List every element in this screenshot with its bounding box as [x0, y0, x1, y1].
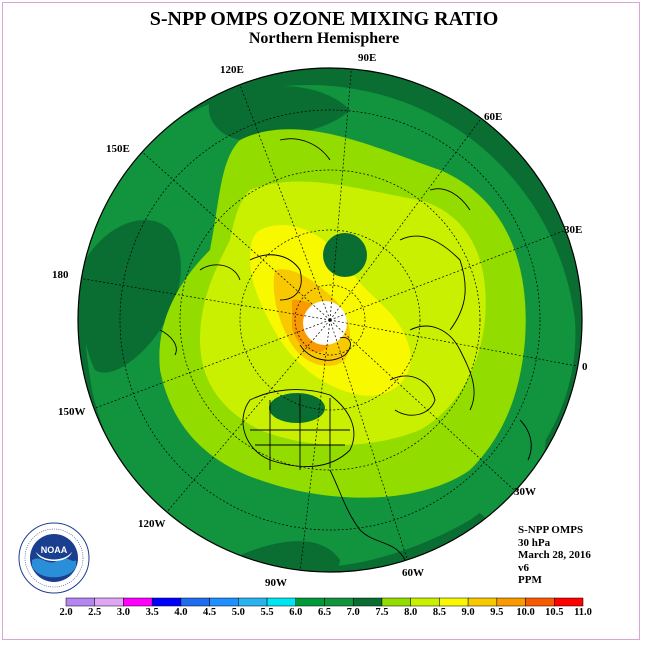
- colorbar-cell: [525, 597, 555, 607]
- colorbar-cell: [238, 597, 268, 607]
- map-subtitle: Northern Hemisphere: [248, 30, 400, 47]
- graticule: [78, 68, 582, 572]
- colorbar-cell: [94, 597, 124, 607]
- colorbar-tick-label: 5.0: [231, 607, 245, 618]
- colorbar-tick-label: 3.0: [116, 607, 130, 618]
- colorbar-cell: [266, 597, 297, 607]
- noaa-logo: NOAA: [18, 522, 90, 594]
- lon-label-0: 0: [582, 361, 588, 373]
- lon-label-30e: 30E: [564, 224, 583, 236]
- colorbar-cell: [295, 597, 325, 607]
- colorbar-tick-label: 2.5: [88, 607, 102, 618]
- colorbar-tick-label: 11.0: [574, 607, 592, 618]
- colorbar-cell: [180, 597, 210, 607]
- info-version: v6: [518, 561, 529, 574]
- colorbar-cell: [439, 597, 469, 607]
- lon-label-150w: 150W: [58, 406, 86, 418]
- colorbar-tick-label: 4.5: [203, 607, 217, 618]
- colorbar-cell: [209, 597, 239, 607]
- plot-frame: [2, 2, 640, 640]
- colorbar-tick-label: 7.5: [375, 607, 389, 618]
- low-center-america: [269, 393, 325, 423]
- colorbar-tick-label: 5.5: [260, 607, 274, 618]
- colorbar-tick-label: 6.5: [317, 607, 332, 618]
- lon-label-180: 180: [52, 269, 69, 281]
- colorbar-tick-label: 8.5: [432, 607, 446, 618]
- colorbar-cell: [324, 597, 354, 607]
- colorbar-cell: [496, 597, 526, 607]
- map-title: S-NPP OMPS OZONE MIXING RATIO: [149, 8, 499, 30]
- svg-text:NOAA: NOAA: [41, 545, 68, 555]
- colorbar-tick-label: 9.0: [461, 607, 475, 618]
- info-level: 30 hPa: [518, 536, 551, 549]
- lon-label-90w: 90W: [265, 577, 287, 589]
- info-units: PPM: [518, 574, 542, 587]
- colorbar-cell: [123, 597, 153, 607]
- colorbar-tick-label: 6.0: [289, 607, 303, 618]
- lon-label-120e: 120E: [220, 64, 244, 76]
- colorbar-cell: [151, 597, 182, 607]
- info-date: March 28, 2016: [518, 549, 591, 562]
- low-center-north: [323, 233, 367, 277]
- colorbar-cell: [410, 597, 440, 607]
- colorbar-tick-label: 9.5: [490, 607, 504, 618]
- coastlines: [159, 138, 532, 561]
- colorbar-tick-label: 3.5: [145, 607, 159, 618]
- colorbar: [65, 597, 584, 607]
- colorbar-tick-label: 10.0: [516, 607, 535, 618]
- colorbar-tick-label: 4.0: [174, 607, 188, 618]
- colorbar-tick-label: 10.5: [545, 607, 564, 618]
- ozone-field: [78, 68, 582, 572]
- dark-patch-north: [208, 86, 350, 140]
- dark-patch-west: [81, 220, 181, 373]
- colorbar-tick-label: 8.0: [404, 607, 418, 618]
- colorbar-cell: [352, 597, 383, 607]
- lon-label-150e: 150E: [106, 143, 130, 155]
- colorbar-cell: [554, 597, 584, 607]
- lon-label-30w: 30W: [514, 486, 536, 498]
- colorbar-tick-label: 2.0: [59, 607, 73, 618]
- colorbar-cell: [467, 597, 498, 607]
- colorbar-cell: [381, 597, 411, 607]
- dark-patch-south: [230, 541, 340, 572]
- lon-label-60e: 60E: [484, 111, 503, 123]
- colorbar-cell: [65, 597, 95, 607]
- colorbar-tick-label: 7.0: [346, 607, 360, 618]
- lon-label-60w: 60W: [402, 567, 424, 579]
- info-instrument: S-NPP OMPS: [518, 524, 584, 536]
- lon-label-90e: 90E: [358, 52, 377, 64]
- patch-atlantic: [468, 423, 546, 520]
- lon-label-120w: 120W: [138, 518, 166, 530]
- info-block: S-NPP OMPS 30 hPa March 28, 2016 v6 PPM: [518, 524, 591, 587]
